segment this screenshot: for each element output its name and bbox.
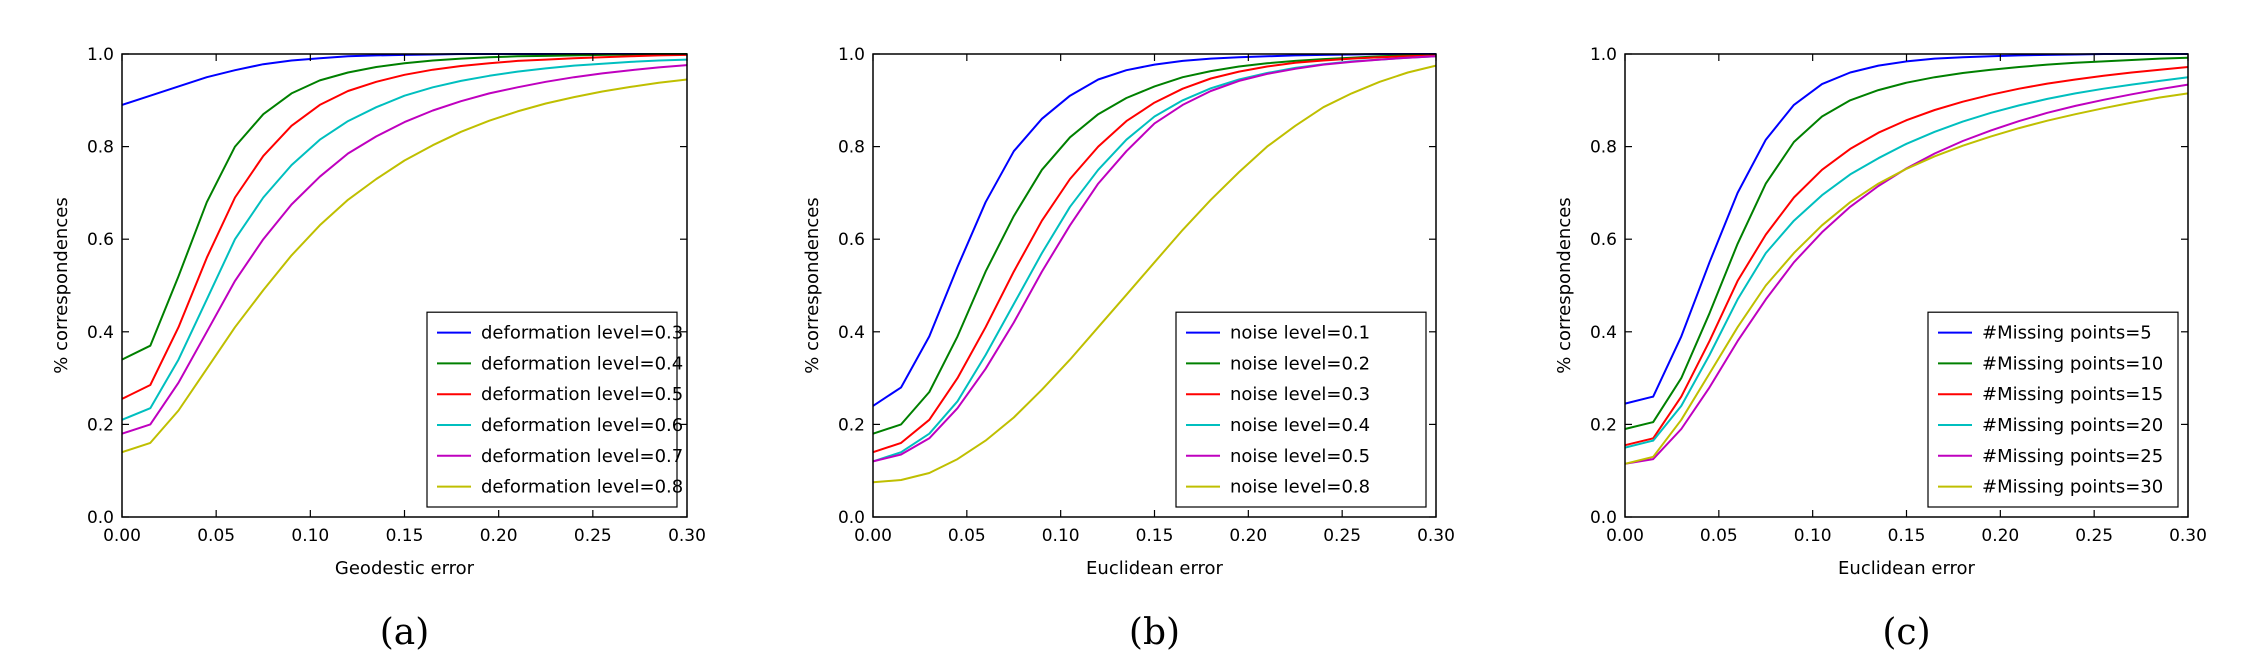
x-tick-label: 0.30: [2169, 526, 2207, 546]
x-tick-label: 0.10: [291, 526, 329, 546]
y-tick-label: 0.8: [1590, 138, 1617, 158]
legend-box: [1927, 311, 2179, 508]
series-line-5: [872, 55, 1437, 463]
y-tick-label: 0.4: [838, 323, 865, 343]
y-tick-label: 0.0: [1590, 508, 1617, 528]
x-tick-label: 0.00: [854, 526, 892, 546]
y-axis-label: % correspondences: [802, 197, 823, 373]
legend: noise level=0.1 noise level=0.2 noise leve…: [1175, 311, 1427, 508]
y-tick-label: 0.6: [87, 230, 114, 250]
x-axis-label: Geodestic error: [335, 558, 475, 579]
legend-entry: #Missing points=5: [1982, 323, 2152, 344]
legend-entry: #Missing points=15: [1982, 384, 2163, 405]
y-tick-label: 0.8: [87, 138, 114, 158]
chart-panel-3: 0.00 0.05 0.10 0.15 0.20 0.25 0.30 0.0 0.2 0.4 0.6…: [1554, 45, 2207, 653]
legend-entry: noise level=0.5: [1230, 446, 1370, 467]
legend-entry: noise level=0.3: [1230, 384, 1370, 405]
x-tick-label: 0.30: [1417, 526, 1455, 546]
legend-entry: deformation level=0.7: [481, 446, 683, 467]
legend-entry: noise level=0.1: [1230, 323, 1370, 344]
series-line-2: [1624, 56, 2189, 430]
legend-entry: #Missing points=30: [1982, 477, 2163, 498]
y-tick-label: 0.0: [838, 508, 865, 528]
panel-caption: (c): [1882, 612, 1930, 653]
legend-entry: deformation level=0.3: [481, 323, 683, 344]
legend-box: [426, 311, 678, 508]
x-tick-label: 0.05: [948, 526, 986, 546]
legend-entry: noise level=0.8: [1230, 477, 1370, 498]
legend-entry: deformation level=0.5: [481, 384, 683, 405]
legend-box: [1175, 311, 1427, 508]
x-tick-label: 0.30: [668, 526, 706, 546]
y-tick-label: 0.6: [1590, 230, 1617, 250]
legend-entry: noise level=0.2: [1230, 353, 1370, 374]
series-line-4: [1624, 76, 2189, 449]
series-line-6: [872, 64, 1437, 484]
y-tick-label: 1.0: [838, 45, 865, 65]
y-axis-label: % correspondences: [1554, 197, 1575, 373]
x-tick-label: 0.25: [574, 526, 612, 546]
x-tick-label: 0.00: [103, 526, 141, 546]
x-tick-label: 0.00: [1606, 526, 1644, 546]
x-tick-label: 0.20: [1229, 526, 1267, 546]
series-line-6: [1624, 92, 2189, 465]
legend-entry: #Missing points=10: [1982, 353, 2163, 374]
y-tick-label: 0.2: [87, 415, 114, 435]
panel-caption: (b): [1129, 612, 1180, 653]
x-tick-label: 0.15: [1888, 526, 1926, 546]
legend-entry: deformation level=0.6: [481, 415, 683, 436]
legend-entry: #Missing points=25: [1982, 446, 2163, 467]
legend: #Missing points=5 #Missing points=10 #Miss…: [1927, 311, 2179, 508]
y-axis-label: % correspondences: [51, 197, 72, 373]
x-axis-label: Euclidean error: [1086, 558, 1224, 579]
legend-entry: deformation level=0.4: [481, 353, 683, 374]
series-line-1: [121, 53, 687, 106]
chart-panel-1: 0.00 0.05 0.10 0.15 0.20 0.25 0.30 0.0 0.2 0.4 0.6…: [51, 45, 706, 653]
y-tick-label: 0.6: [838, 230, 865, 250]
legend-entry: #Missing points=20: [1982, 415, 2163, 436]
y-tick-label: 1.0: [1590, 45, 1617, 65]
x-tick-label: 0.10: [1042, 526, 1080, 546]
x-tick-label: 0.20: [480, 526, 518, 546]
y-tick-label: 1.0: [87, 45, 114, 65]
y-tick-label: 0.4: [1590, 323, 1617, 343]
series-line-4: [121, 58, 688, 421]
y-tick-label: 0.2: [1590, 415, 1617, 435]
y-tick-label: 0.2: [838, 415, 865, 435]
y-tick-label: 0.8: [838, 138, 865, 158]
legend-entry: deformation level=0.8: [481, 477, 683, 498]
x-tick-label: 0.25: [2075, 526, 2113, 546]
series-line-3: [1624, 66, 2189, 447]
x-tick-label: 0.15: [386, 526, 424, 546]
legend-entry: noise level=0.4: [1230, 415, 1370, 436]
y-tick-label: 0.0: [87, 508, 114, 528]
x-tick-label: 0.05: [1700, 526, 1738, 546]
y-tick-label: 0.4: [87, 323, 114, 343]
series-line-5: [121, 64, 688, 435]
chart-panel-2: 0.00 0.05 0.10 0.15 0.20 0.25 0.30 0.0 0.2 0.4 0.6…: [802, 45, 1455, 653]
x-axis-label: Euclidean error: [1838, 558, 1976, 579]
x-tick-label: 0.25: [1323, 526, 1361, 546]
legend: deformation level=0.3 deformation level=0…: [426, 311, 683, 508]
x-tick-label: 0.05: [197, 526, 235, 546]
x-tick-label: 0.20: [1981, 526, 2019, 546]
panel-caption: (a): [380, 612, 430, 653]
x-tick-label: 0.10: [1794, 526, 1832, 546]
series-line-6: [121, 78, 688, 454]
x-tick-label: 0.15: [1136, 526, 1174, 546]
